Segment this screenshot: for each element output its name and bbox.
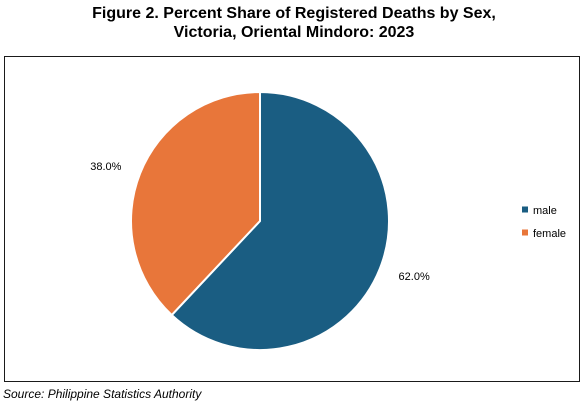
pie-slice-male	[170, 90, 390, 351]
source-note: Source: Philippine Statistics Authority	[3, 387, 202, 401]
legend-swatch-female	[522, 229, 528, 236]
legend-label-female: female	[533, 228, 566, 240]
data-label-female: 38.0%	[90, 161, 121, 173]
chart-title-line-1: Figure 2. Percent Share of Registered De…	[92, 5, 496, 22]
chart-title: Figure 2. Percent Share of Registered De…	[0, 4, 588, 42]
pie-slice-female	[130, 90, 261, 317]
chart-title-line-2: Victoria, Oriental Mindoro: 2023	[173, 24, 415, 41]
data-label-male: 62.0%	[399, 271, 430, 283]
legend-label-male: male	[533, 205, 557, 217]
legend-swatch-male	[522, 206, 528, 213]
